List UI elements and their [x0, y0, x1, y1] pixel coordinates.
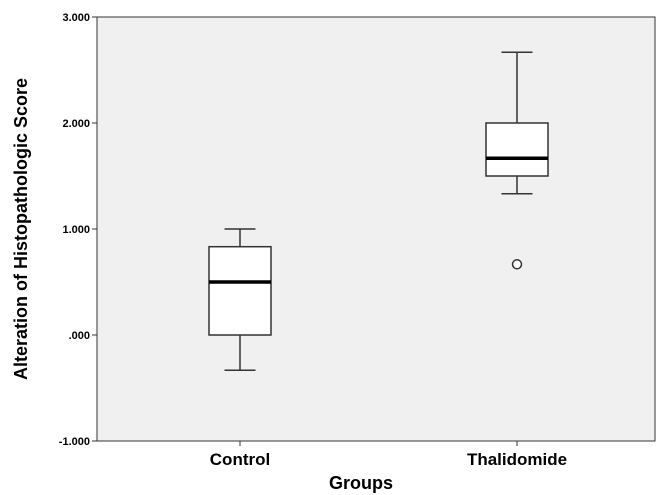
- y-tick-label: -1.000: [59, 436, 90, 448]
- y-tick-label: 3.000: [62, 12, 90, 24]
- x-category-label: Thalidomide: [467, 450, 567, 469]
- boxes-layer: [208, 51, 549, 372]
- x-axis-title: Groups: [329, 473, 393, 493]
- iqr-box: [208, 245, 272, 336]
- outlier-point: [511, 259, 523, 270]
- iqr-box: [485, 122, 549, 177]
- y-tick-label: 2.000: [62, 118, 90, 130]
- plot-area: [96, 16, 656, 442]
- y-axis-title: Alteration of Histopathologic Score: [11, 78, 31, 380]
- box-group: [485, 51, 549, 270]
- box-group: [208, 228, 272, 372]
- y-tick-label: .000: [69, 330, 90, 342]
- y-axis: 3.000 2.000 1.000 .000 -1.000: [59, 12, 97, 448]
- y-tick-label: 1.000: [62, 224, 90, 236]
- x-category-label: Control: [210, 450, 270, 469]
- x-axis: Control Thalidomide: [210, 441, 567, 469]
